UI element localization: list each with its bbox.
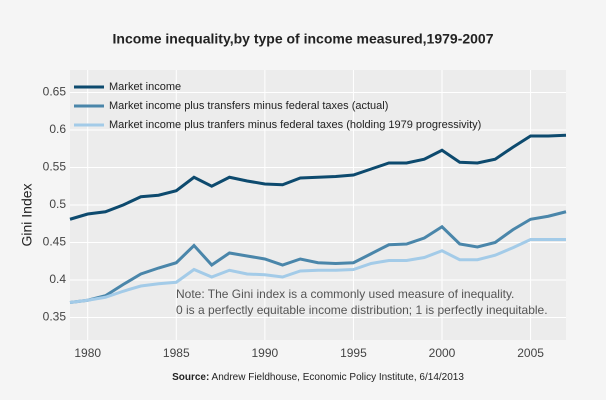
y-axis-label: Gini Index [19,183,35,246]
annotation: 0 is a perfectly equitable income distri… [176,303,548,317]
legend-label: Market income [109,81,181,93]
line [69,133,567,221]
source: Source: Andrew Fieldhouse, Economic Poli… [172,372,464,383]
legend-label: Market income plus transfers minus feder… [109,100,388,112]
line [69,210,567,304]
source-label: Source: [172,372,209,383]
legend-label: Market income plus tranfers minus federa… [109,119,481,131]
annotation: Note: The Gini index is a commonly used … [176,287,514,301]
y-tick-label: 0.45 [43,235,67,249]
y-tick-label: 0.55 [43,160,67,174]
y-tick-label: 0.5 [49,197,66,211]
y-tick-label: 0.6 [49,122,66,136]
line [69,238,566,304]
x-tick-label: 1990 [252,346,279,360]
x-tick-label: 1980 [74,346,101,360]
x-tick-label: 2000 [429,346,456,360]
x-tick-label: 2005 [517,346,544,360]
y-tick-label: 0.35 [43,310,67,324]
x-tick-label: 1995 [340,346,367,360]
y-tick-label: 0.4 [49,272,66,286]
chart-title: Income inequality,by type of income meas… [113,31,494,47]
source-text: Andrew Fieldhouse, Economic Policy Insti… [212,372,465,383]
y-tick-label: 0.65 [43,85,67,99]
x-tick-label: 1985 [163,346,190,360]
